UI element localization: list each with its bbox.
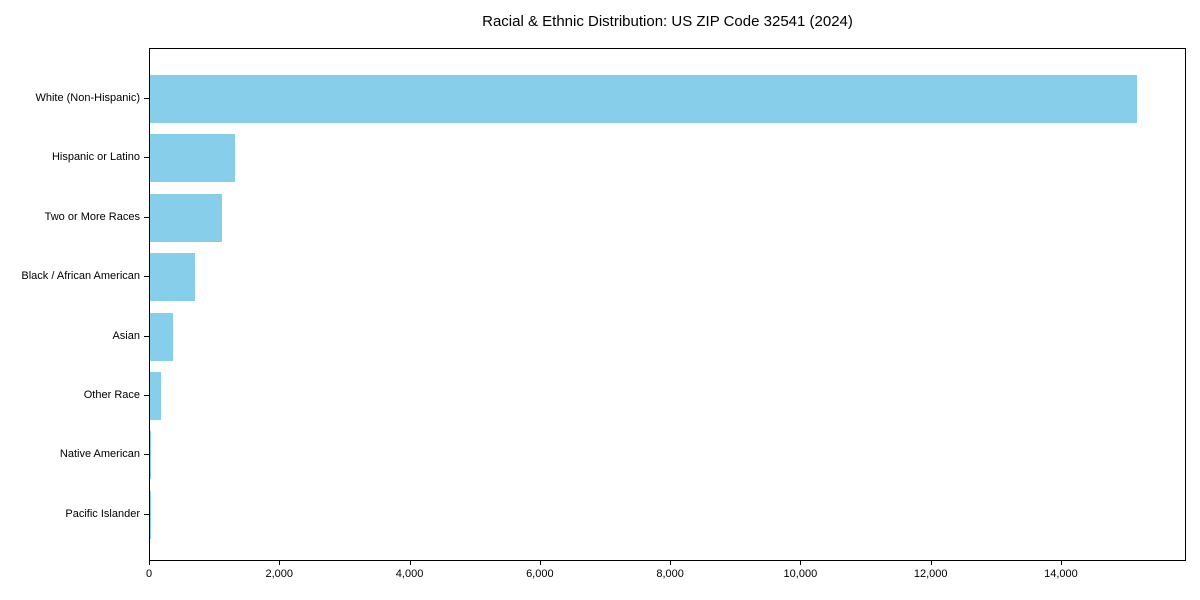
- x-tick-label: 4,000: [395, 568, 424, 580]
- y-tick-mark: [144, 335, 149, 337]
- y-axis-label: Other Race: [83, 389, 140, 401]
- x-tick-label: 8,000: [656, 568, 684, 580]
- x-tick-label: 2,000: [265, 568, 294, 580]
- y-tick-mark: [144, 98, 149, 99]
- x-tick-label: 0: [145, 568, 153, 580]
- bar: [150, 193, 222, 242]
- bar: [150, 75, 1138, 123]
- bar: [150, 253, 195, 302]
- x-tick-mark: [800, 561, 802, 565]
- y-tick-mark: [144, 395, 149, 396]
- x-tick-mark: [1060, 561, 1062, 565]
- x-tick-label: 6,000: [526, 568, 554, 580]
- bar: [150, 490, 151, 539]
- y-tick-mark: [144, 276, 149, 278]
- y-tick-mark: [144, 157, 149, 159]
- y-axis-label: Asian: [112, 329, 140, 342]
- y-tick-mark: [144, 513, 149, 515]
- y-axis-label: Hispanic or Latino: [51, 151, 140, 164]
- x-tick-mark: [279, 561, 281, 565]
- bar: [150, 312, 173, 361]
- x-tick-label: 10,000: [783, 568, 818, 580]
- y-axis-label: Black / African American: [21, 270, 140, 283]
- y-axis-label: Two or More Races: [44, 210, 140, 223]
- y-axis-label: Pacific Islander: [65, 507, 140, 520]
- x-tick-mark: [670, 561, 672, 565]
- x-tick-mark: [409, 561, 411, 565]
- y-axis-label: Native American: [59, 448, 140, 461]
- bar: [150, 372, 162, 420]
- x-tick-mark: [930, 561, 932, 565]
- bar: [150, 134, 235, 183]
- plot-area: [149, 48, 1186, 561]
- y-tick-mark: [144, 454, 149, 456]
- x-tick-label: 12,000: [913, 568, 948, 580]
- y-axis-label: White (Non-Hispanic): [35, 92, 140, 104]
- x-tick-label: 14,000: [1044, 568, 1078, 580]
- bar: [150, 431, 151, 480]
- y-tick-mark: [144, 216, 149, 218]
- x-tick-mark: [149, 561, 150, 565]
- chart-title: Racial & Ethnic Distribution: US ZIP Cod…: [482, 13, 853, 30]
- x-tick-mark: [539, 561, 541, 565]
